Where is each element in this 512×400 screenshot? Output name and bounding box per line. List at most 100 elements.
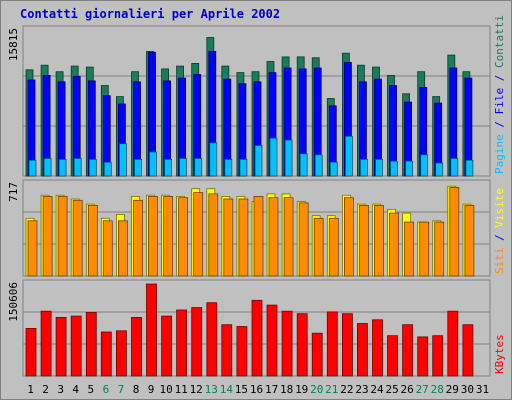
bar-siti-day-19	[298, 202, 309, 277]
panel-kbytes: 150606 KBytes	[7, 279, 506, 377]
bar-pagine-day-9	[149, 151, 157, 177]
bar-pagine-day-6	[103, 161, 112, 177]
x-tick-label: 6	[103, 383, 110, 396]
y-max-label: 15815	[7, 28, 20, 61]
bar-kbytes-day-5	[85, 312, 97, 377]
bar-pagine-day-12	[194, 158, 203, 177]
bar-pagine-day-30	[465, 159, 474, 177]
bar-siti-day-23	[358, 204, 369, 277]
bar-siti-day-21	[328, 217, 339, 277]
bar-siti-day-25	[389, 212, 399, 277]
x-tick-label: 21	[325, 383, 338, 396]
chart-title: Contatti giornalieri per Aprile 2002	[20, 7, 280, 21]
x-tick-label: 10	[159, 383, 172, 396]
bar-kbytes-day-8	[131, 316, 142, 377]
x-tick-label: 11	[175, 383, 188, 396]
bar-pagine-day-29	[450, 158, 459, 177]
x-tick-label: 18	[280, 383, 293, 396]
legend-separator: /	[493, 68, 506, 88]
bar-siti-day-4	[72, 199, 83, 277]
bar-kbytes-day-17	[266, 304, 278, 377]
x-tick-label: 20	[310, 383, 323, 396]
bar-siti-day-15	[238, 198, 249, 277]
bar-siti-day-8	[133, 199, 143, 277]
bar-pagine-day-25	[390, 160, 398, 177]
x-tick-label: 30	[461, 383, 474, 396]
x-tick-label: 4	[72, 383, 79, 396]
panel-visits: 717 Siti / Visite	[7, 179, 506, 277]
bar-pagine-day-5	[88, 158, 97, 177]
y-max-label: 717	[7, 182, 20, 202]
bar-kbytes-day-28	[432, 335, 444, 377]
bar-pagine-day-14	[224, 158, 233, 177]
bar-kbytes-day-23	[356, 323, 368, 377]
bar-kbytes-day-3	[55, 316, 67, 377]
x-tick-label: 1	[27, 383, 34, 396]
bar-siti-day-5	[87, 204, 98, 277]
bar-kbytes-day-16	[251, 299, 263, 377]
bar-kbytes-day-27	[417, 336, 429, 377]
side-legend-text: Pagine / File / Contatti	[493, 15, 506, 174]
x-tick-label: 8	[133, 383, 140, 396]
x-tick-label: 9	[148, 383, 155, 396]
bar-siti-day-14	[223, 198, 234, 277]
bar-kbytes-day-9	[146, 283, 157, 377]
side-legend-text: Siti / Visite	[493, 188, 506, 274]
x-tick-label: 27	[416, 383, 429, 396]
bar-pagine-day-27	[420, 154, 429, 177]
bar-kbytes-day-22	[341, 313, 353, 377]
bar-kbytes-day-18	[281, 310, 293, 377]
x-tick-label: 7	[118, 383, 125, 396]
x-tick-label: 14	[220, 383, 234, 396]
bar-pagine-day-8	[134, 158, 142, 177]
x-tick-label: 3	[57, 383, 64, 396]
bar-pagine-day-20	[314, 154, 323, 177]
bar-kbytes-day-20	[311, 332, 323, 377]
bar-pagine-day-24	[375, 158, 383, 177]
bar-kbytes-day-14	[221, 324, 233, 377]
bar-kbytes-day-7	[116, 330, 127, 377]
bar-pagine-day-2	[43, 158, 52, 177]
bar-kbytes-day-25	[387, 335, 398, 377]
bar-siti-day-7	[118, 220, 128, 277]
bar-pagine-day-11	[179, 158, 188, 177]
bar-kbytes-day-11	[176, 309, 188, 377]
bar-kbytes-day-10	[161, 315, 173, 377]
bar-siti-day-10	[163, 195, 174, 277]
bar-pagine-day-22	[344, 135, 353, 177]
legend-separator: /	[493, 114, 506, 134]
panel-hits: 15815 Pagine / File / Contatti	[7, 15, 506, 177]
x-tick-label: 17	[265, 383, 278, 396]
bar-siti-day-29	[449, 187, 460, 277]
bar-siti-day-16	[253, 195, 264, 277]
bar-siti-day-27	[419, 221, 430, 277]
panel-side-legend: Siti / Visite	[493, 188, 506, 274]
bar-kbytes-day-13	[206, 302, 218, 377]
bar-siti-day-17	[268, 197, 279, 277]
legend-entry-contatti: Contatti	[493, 15, 506, 68]
x-tick-label: 26	[400, 383, 413, 396]
x-tick-label: 24	[370, 383, 384, 396]
x-tick-label: 15	[235, 383, 248, 396]
bar-kbytes-day-15	[236, 326, 248, 377]
bar-siti-day-26	[404, 221, 415, 277]
x-tick-label: 22	[340, 383, 353, 396]
bar-siti-day-2	[42, 195, 53, 277]
bar-siti-day-28	[434, 221, 445, 277]
bar-kbytes-day-19	[296, 313, 308, 377]
bar-siti-day-30	[464, 204, 475, 277]
panel-side-legend: Pagine / File / Contatti	[493, 15, 506, 174]
bar-pagine-day-13	[209, 142, 218, 177]
bar-siti-day-20	[313, 217, 324, 277]
bar-pagine-day-7	[119, 143, 127, 177]
legend-entry-kbytes: KBytes	[493, 334, 506, 374]
bar-kbytes-day-4	[70, 315, 82, 377]
legend-entry-siti: Siti	[493, 248, 506, 275]
legend-entry-visite: Visite	[493, 188, 506, 228]
x-tick-label: 13	[205, 383, 218, 396]
x-tick-label: 12	[190, 383, 203, 396]
bar-kbytes-day-1	[25, 327, 37, 377]
bar-siti-day-12	[193, 192, 204, 277]
bar-pagine-day-16	[254, 145, 263, 177]
bar-pagine-day-3	[58, 158, 67, 177]
